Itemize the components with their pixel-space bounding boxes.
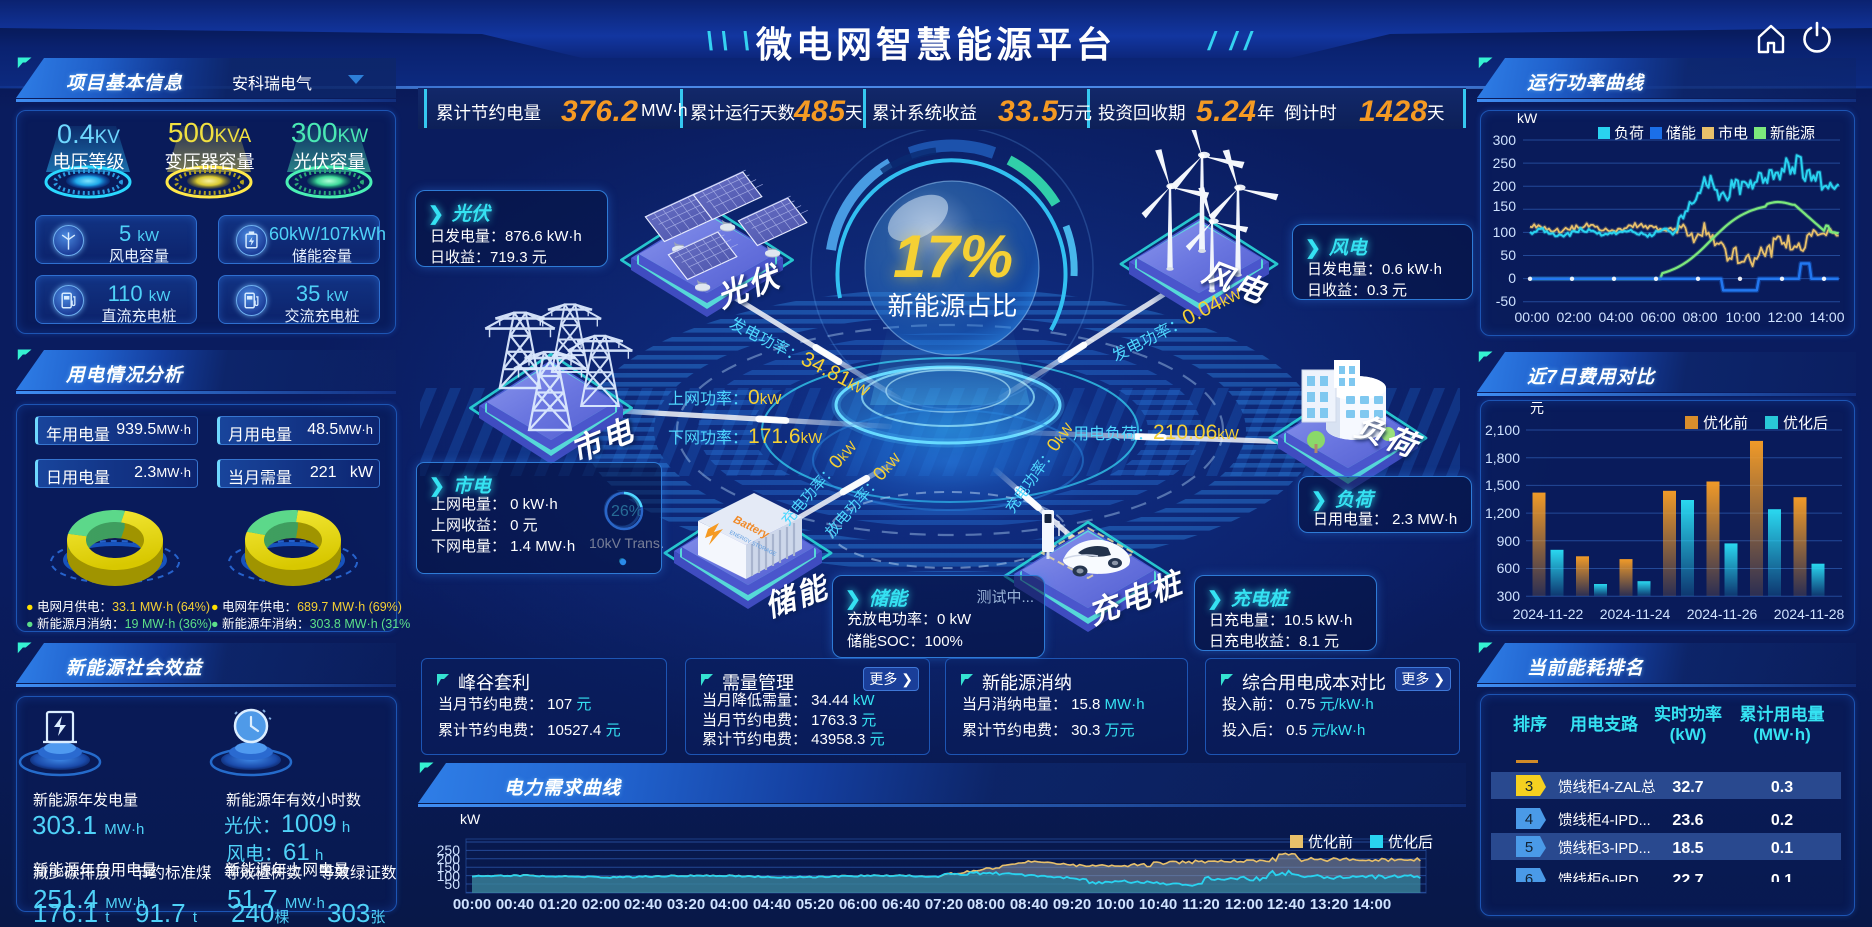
- svg-text:累计用电量: 累计用电量: [1740, 704, 1825, 724]
- svg-text:12:00: 12:00: [1767, 309, 1802, 325]
- svg-text:300: 300: [1497, 588, 1521, 604]
- svg-text:2024-11-22: 2024-11-22: [1513, 606, 1584, 622]
- svg-text:14:00: 14:00: [1353, 896, 1391, 913]
- svg-text:2024-11-24: 2024-11-24: [1600, 606, 1671, 622]
- svg-text:02:40: 02:40: [624, 896, 662, 913]
- svg-text:负荷: 负荷: [1614, 125, 1644, 142]
- svg-text:馈线柜4-ZAL总: 馈线柜4-ZAL总: [1558, 779, 1656, 796]
- svg-text:市电: 市电: [1718, 125, 1748, 142]
- svg-text:02:00: 02:00: [582, 896, 620, 913]
- svg-text:元: 元: [1530, 400, 1544, 416]
- svg-text:2024-11-26: 2024-11-26: [1687, 606, 1758, 622]
- svg-text:900: 900: [1497, 533, 1521, 549]
- svg-text:1,500: 1,500: [1485, 477, 1520, 493]
- svg-text:100: 100: [437, 868, 461, 884]
- svg-text:22.7: 22.7: [1672, 872, 1703, 889]
- svg-text:14:00: 14:00: [1809, 309, 1844, 325]
- svg-text:实时功率: 实时功率: [1654, 704, 1722, 724]
- svg-text:优化前: 优化前: [1308, 834, 1353, 851]
- svg-text:0.1: 0.1: [1771, 840, 1793, 857]
- svg-text:07:20: 07:20: [925, 896, 963, 913]
- svg-text:10:00: 10:00: [1725, 309, 1760, 325]
- svg-text:优化前: 优化前: [1703, 415, 1748, 432]
- svg-text:10:40: 10:40: [1139, 896, 1177, 913]
- svg-text:(MW·h): (MW·h): [1753, 725, 1811, 744]
- svg-text:250: 250: [437, 842, 461, 858]
- svg-text:-50: -50: [1496, 293, 1516, 309]
- svg-text:0.2: 0.2: [1771, 812, 1793, 829]
- svg-text:2,100: 2,100: [1485, 422, 1520, 438]
- svg-text:200: 200: [437, 851, 461, 867]
- svg-text:排序: 排序: [1513, 714, 1547, 734]
- svg-text:200: 200: [1493, 178, 1517, 194]
- svg-text:新能源: 新能源: [1770, 125, 1815, 142]
- svg-text:150: 150: [437, 859, 461, 875]
- svg-text:06:00: 06:00: [839, 896, 877, 913]
- svg-text:3: 3: [1525, 778, 1533, 795]
- svg-text:00:00: 00:00: [453, 896, 491, 913]
- svg-text:06:40: 06:40: [882, 896, 920, 913]
- svg-text:03:20: 03:20: [667, 896, 705, 913]
- svg-text:00:00: 00:00: [1514, 309, 1549, 325]
- svg-text:12:40: 12:40: [1267, 896, 1305, 913]
- svg-text:6: 6: [1525, 871, 1533, 888]
- svg-text:18.5: 18.5: [1672, 840, 1703, 857]
- svg-text:150: 150: [1493, 198, 1517, 214]
- svg-text:1,800: 1,800: [1485, 450, 1520, 466]
- svg-text:1,200: 1,200: [1485, 505, 1520, 521]
- svg-text:0: 0: [1508, 270, 1516, 286]
- svg-text:08:00: 08:00: [967, 896, 1005, 913]
- svg-text:12:00: 12:00: [1225, 896, 1263, 913]
- svg-text:用电支路: 用电支路: [1570, 714, 1639, 734]
- svg-text:kW: kW: [460, 811, 481, 827]
- svg-text:10:00: 10:00: [1096, 896, 1134, 913]
- svg-text:馈线柜6-IPD: 馈线柜6-IPD: [1558, 872, 1639, 889]
- svg-text:5: 5: [1525, 839, 1533, 856]
- svg-text:0.3: 0.3: [1771, 779, 1793, 796]
- svg-text:4: 4: [1525, 811, 1533, 828]
- svg-text:02:00: 02:00: [1556, 309, 1591, 325]
- svg-text:优化后: 优化后: [1783, 415, 1828, 432]
- svg-text:06:00: 06:00: [1640, 309, 1675, 325]
- svg-text:09:20: 09:20: [1053, 896, 1091, 913]
- svg-text:50: 50: [1500, 247, 1516, 263]
- svg-text:0.1: 0.1: [1771, 872, 1793, 889]
- svg-text:04:00: 04:00: [710, 896, 748, 913]
- svg-text:50: 50: [444, 876, 460, 892]
- svg-text:优化后: 优化后: [1388, 834, 1433, 851]
- svg-text:馈线柜4-IPD...: 馈线柜4-IPD...: [1558, 812, 1651, 829]
- svg-text:(kW): (kW): [1670, 725, 1707, 744]
- svg-text:01:20: 01:20: [539, 896, 577, 913]
- svg-text:600: 600: [1497, 560, 1521, 576]
- svg-text:馈线柜3-IPD...: 馈线柜3-IPD...: [1558, 840, 1651, 857]
- svg-text:08:40: 08:40: [1010, 896, 1048, 913]
- svg-text:2024-11-28: 2024-11-28: [1774, 606, 1845, 622]
- svg-text:05:20: 05:20: [796, 896, 834, 913]
- svg-text:13:20: 13:20: [1310, 896, 1348, 913]
- svg-text:23.6: 23.6: [1672, 812, 1703, 829]
- svg-text:32.7: 32.7: [1672, 779, 1703, 796]
- svg-text:04:00: 04:00: [1598, 309, 1633, 325]
- svg-text:250: 250: [1493, 155, 1517, 171]
- svg-text:300: 300: [1493, 132, 1517, 148]
- svg-text:kW: kW: [1517, 110, 1538, 126]
- svg-text:11:20: 11:20: [1182, 896, 1220, 913]
- svg-text:00:40: 00:40: [496, 896, 534, 913]
- svg-text:储能: 储能: [1666, 125, 1696, 142]
- svg-text:100: 100: [1493, 224, 1517, 240]
- svg-text:08:00: 08:00: [1682, 309, 1717, 325]
- svg-text:04:40: 04:40: [753, 896, 791, 913]
